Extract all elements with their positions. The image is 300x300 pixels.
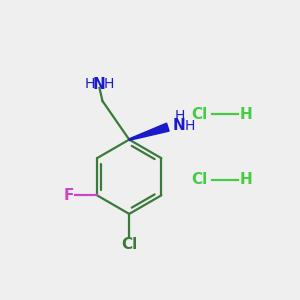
Text: N: N bbox=[173, 118, 185, 133]
Polygon shape bbox=[129, 123, 169, 140]
Text: N: N bbox=[93, 77, 106, 92]
Text: H: H bbox=[175, 109, 185, 123]
Text: H: H bbox=[104, 77, 114, 91]
Text: H: H bbox=[239, 107, 252, 122]
Text: H: H bbox=[184, 118, 195, 133]
Text: F: F bbox=[64, 188, 74, 203]
Text: Cl: Cl bbox=[121, 237, 137, 252]
Text: H: H bbox=[85, 77, 95, 91]
Text: Cl: Cl bbox=[191, 107, 207, 122]
Text: Cl: Cl bbox=[191, 172, 207, 187]
Text: H: H bbox=[239, 172, 252, 187]
